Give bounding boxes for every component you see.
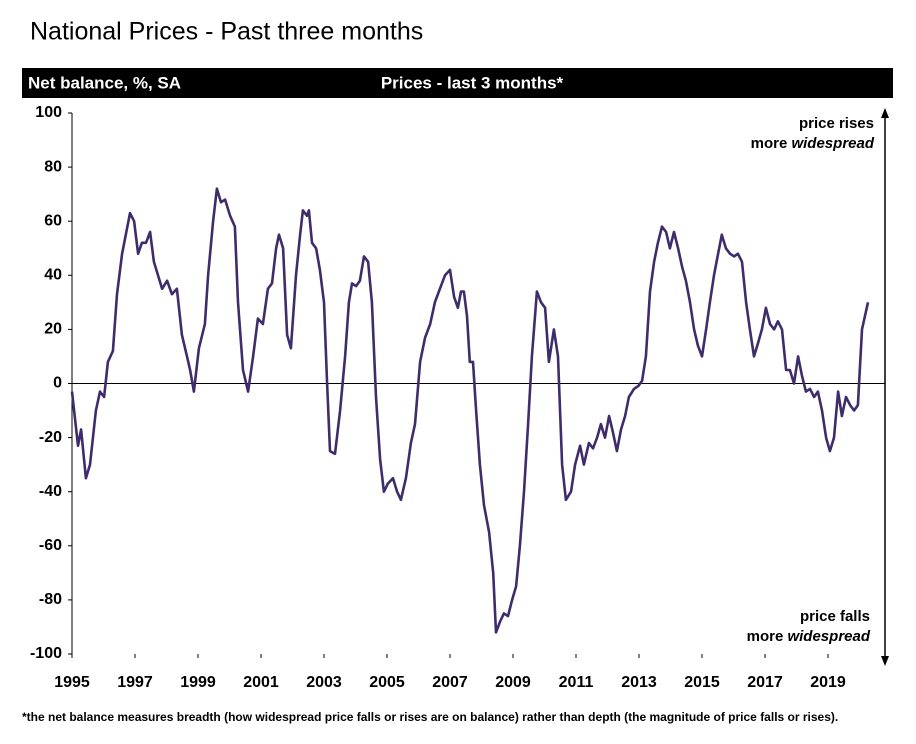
x-tick-label: 2003 — [306, 674, 342, 691]
y-tick-label: 80 — [44, 158, 62, 175]
x-tick-label: 2001 — [243, 674, 279, 691]
y-tick-label: 60 — [44, 212, 62, 229]
annotation-italic: widespread — [787, 628, 870, 645]
x-tick-label: 1999 — [180, 674, 216, 691]
bottom-annotation: more widespread — [747, 628, 871, 645]
annotation-text: more — [747, 628, 784, 645]
x-tick-label: 2013 — [621, 674, 657, 691]
x-tick-label: 2011 — [559, 674, 594, 691]
x-tick-label: 2005 — [369, 674, 405, 691]
header-bar — [22, 68, 893, 98]
x-tick-label: 2007 — [432, 674, 468, 691]
data-line — [70, 187, 870, 634]
y-tick-label: -80 — [39, 591, 62, 608]
x-tick-label: 1997 — [117, 674, 153, 691]
x-tick-label: 2017 — [747, 674, 783, 691]
header-center: Prices - last 3 months* — [381, 73, 564, 92]
y-tick-label: 100 — [35, 104, 62, 121]
x-tick-label: 2015 — [684, 674, 720, 691]
x-tick-label: 2019 — [810, 674, 846, 691]
chart-title: National Prices - Past three months — [30, 18, 423, 46]
top-annotation: price rises — [799, 115, 874, 132]
footnote: *the net balance measures breadth (how w… — [22, 710, 838, 724]
y-tick-label: -40 — [39, 483, 62, 500]
x-tick-label: 2009 — [495, 674, 531, 691]
annotation-italic: widespread — [791, 135, 874, 152]
y-tick-label: 40 — [44, 267, 62, 284]
x-tick-label: 1995 — [54, 674, 90, 691]
y-tick-label: -20 — [39, 429, 62, 446]
header-left: Net balance, %, SA — [28, 73, 181, 92]
annotation-text: more — [751, 135, 788, 152]
bottom-annotation: price falls — [800, 608, 870, 625]
y-tick-label: -100 — [30, 645, 62, 662]
top-annotation: more widespread — [751, 135, 875, 152]
y-tick-label: 20 — [44, 321, 62, 338]
y-tick-label: 0 — [53, 375, 62, 392]
y-tick-label: -60 — [39, 537, 62, 554]
